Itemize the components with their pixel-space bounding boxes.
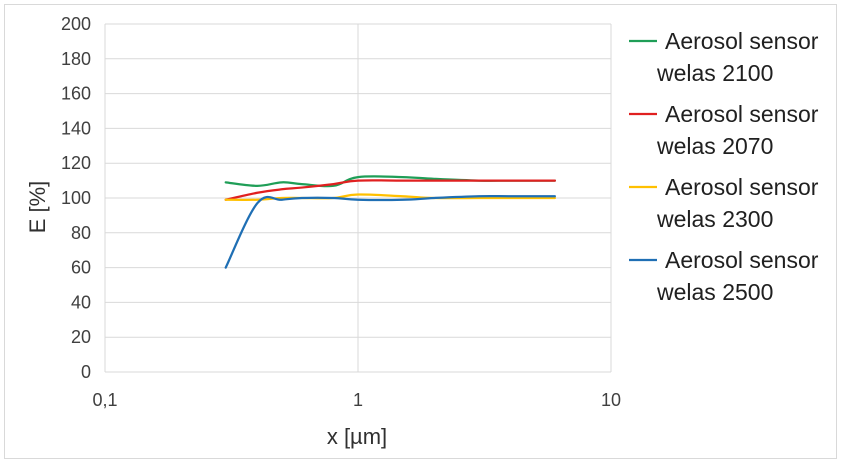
y-tick-label: 80 (71, 223, 91, 243)
chart-container: 0 20 40 60 80 100 120 140 160 180 200 0,1 1 10 x [µm]… (4, 4, 837, 459)
y-tick-label: 200 (61, 14, 91, 34)
line-chart: 0 20 40 60 80 100 120 140 160 180 200 0,1 1 10 x [µm]… (25, 14, 819, 449)
legend-label: Aerosol sensor welas 2500 (656, 247, 819, 305)
x-tick-label: 0,1 (92, 390, 117, 410)
legend-label: Aerosol sensor welas 2300 (656, 174, 819, 232)
y-tick-label: 20 (71, 327, 91, 347)
tick-labels: 0 20 40 60 80 100 120 140 160 180 200 0,1 1 10 (61, 14, 621, 410)
y-tick-label: 140 (61, 118, 91, 138)
series-lines (224, 175, 556, 269)
grid (104, 23, 612, 373)
legend-label: Aerosol sensor welas 2070 (656, 101, 819, 159)
series-line-aerosol-sensor-welas-2500 (224, 194, 556, 269)
x-tick-label: 10 (601, 390, 621, 410)
y-tick-label: 100 (61, 188, 91, 208)
y-axis-title: E [%] (25, 181, 50, 234)
y-tick-label: 0 (81, 362, 91, 382)
y-tick-label: 180 (61, 49, 91, 69)
x-tick-label: 1 (353, 390, 363, 410)
y-tick-label: 60 (71, 258, 91, 278)
x-axis-title: x [µm] (327, 424, 387, 449)
legend: Aerosol sensor welas 2100 Aerosol sensor we… (629, 28, 819, 305)
y-tick-label: 160 (61, 84, 91, 104)
legend-label: Aerosol sensor welas 2100 (656, 28, 819, 86)
y-tick-label: 120 (61, 153, 91, 173)
series-line-aerosol-sensor-welas-2070 (224, 179, 556, 201)
y-tick-label: 40 (71, 292, 91, 312)
